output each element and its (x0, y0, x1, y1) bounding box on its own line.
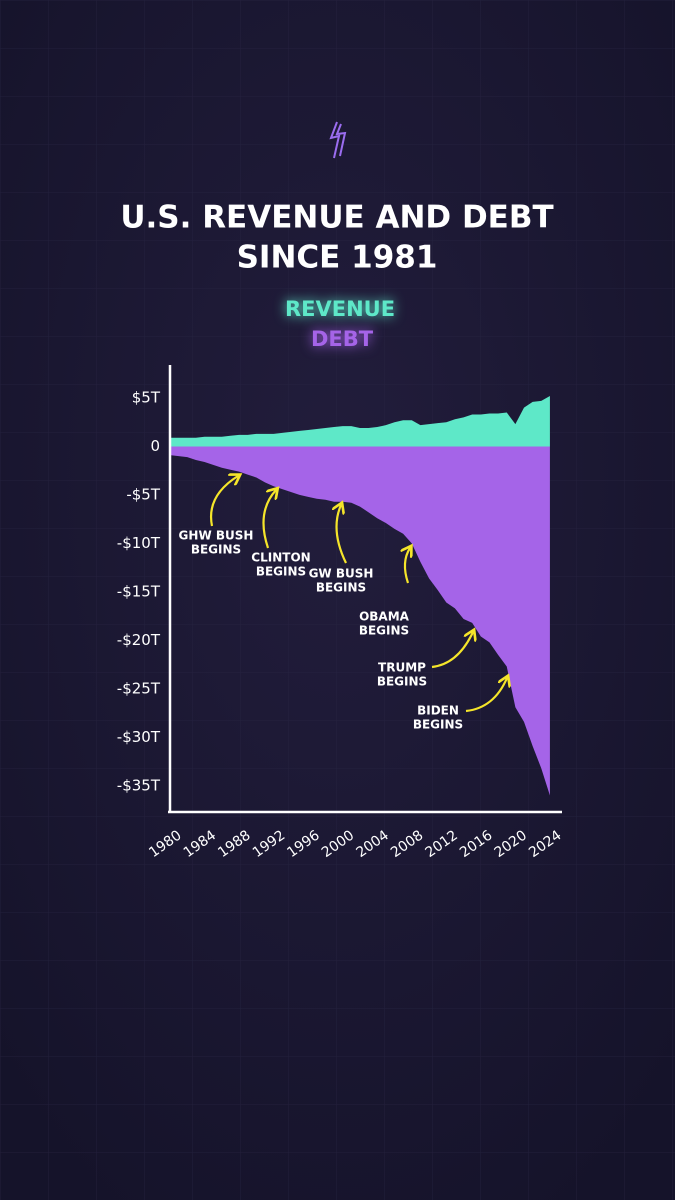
y-tick-label: $5T (132, 388, 161, 406)
y-tick-label: -$15T (117, 582, 161, 600)
annotation-arrow (337, 505, 347, 564)
y-tick-label: -$20T (117, 631, 161, 649)
area (170, 446, 550, 796)
legend-entry: REVENUE (285, 297, 395, 321)
y-tick-label: -$30T (117, 728, 161, 746)
annotation-arrow (431, 632, 473, 669)
annotation-text: BIDEN (417, 704, 459, 718)
annotation-text: CLINTON (251, 551, 310, 565)
annotation-text: BEGINS (413, 718, 463, 732)
y-tick-label: -$10T (117, 534, 161, 552)
legend-entry: DEBT (311, 327, 374, 351)
y-tick-label: -$35T (117, 776, 161, 794)
annotation-text: BEGINS (377, 675, 427, 689)
chart-title: SINCE 1981 (237, 240, 438, 276)
y-tick-label: 0 (150, 437, 160, 455)
y-tick-label: -$5T (126, 485, 160, 503)
annotation-text: BEGINS (256, 565, 306, 579)
annotation-text: TRUMP (378, 661, 426, 675)
chart-title: U.S. REVENUE AND DEBT (120, 200, 553, 236)
y-tick-label: -$25T (117, 679, 161, 697)
annotation-text: BEGINS (191, 543, 241, 557)
logo (329, 121, 347, 159)
annotation-text: OBAMA (359, 610, 410, 624)
annotation-arrow (465, 678, 507, 713)
annotation-arrow (262, 490, 277, 549)
annotation-arrow (405, 548, 410, 584)
area (170, 396, 550, 447)
annotation-arrow (210, 476, 238, 527)
annotation-text: GW BUSH (309, 567, 374, 581)
annotation-text: GHW BUSH (179, 529, 254, 543)
annotation-text: BEGINS (359, 624, 409, 638)
annotation-text: BEGINS (316, 581, 366, 595)
